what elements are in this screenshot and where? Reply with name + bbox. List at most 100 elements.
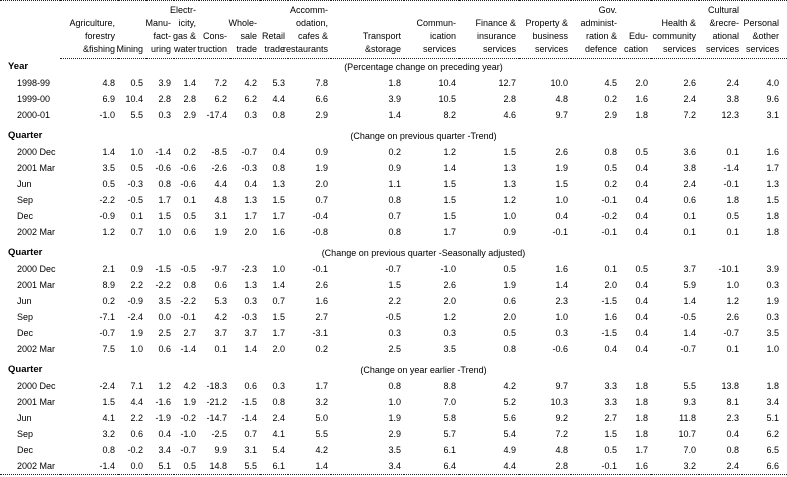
table-row: Dec -0.9 0.1 1.5 0.5 3.1 1.7 1.7 -0.4 0.7 1.5 1.0 0.… bbox=[0, 208, 787, 224]
column-header-line: services bbox=[705, 44, 739, 54]
section-label: Quarter bbox=[8, 364, 43, 375]
value-cell: 9.3 bbox=[683, 397, 696, 407]
column-header-line: trade bbox=[236, 44, 257, 54]
value-cell: 0.4 bbox=[635, 312, 648, 322]
column-header-line: Mining bbox=[116, 44, 143, 54]
value-cell: 3.9 bbox=[388, 94, 401, 104]
value-cell: 6.2 bbox=[244, 94, 257, 104]
value-cell: 1.3 bbox=[244, 195, 257, 205]
value-cell: 0.3 bbox=[158, 110, 171, 120]
value-cell: 0.8 bbox=[388, 195, 401, 205]
column-header-line: Cultural bbox=[707, 5, 739, 15]
value-cell: 0.9 bbox=[315, 147, 328, 157]
value-cell: 1.5 bbox=[766, 195, 779, 205]
value-cell: -0.6 bbox=[155, 163, 171, 173]
value-cell: -0.1 bbox=[552, 227, 568, 237]
value-cell: 2.7 bbox=[604, 413, 617, 423]
value-cell: -0.6 bbox=[180, 179, 196, 189]
value-cell: 4.0 bbox=[766, 78, 779, 88]
value-cell: 3.5 bbox=[158, 296, 171, 306]
value-cell: -0.3 bbox=[127, 179, 143, 189]
value-cell: 0.1 bbox=[214, 344, 227, 354]
value-cell: -7.1 bbox=[99, 312, 115, 322]
value-cell: 1.3 bbox=[766, 179, 779, 189]
value-cell: -0.6 bbox=[552, 344, 568, 354]
value-cell: 12.7 bbox=[498, 78, 516, 88]
value-cell: 2.9 bbox=[604, 110, 617, 120]
column-header-line: services bbox=[745, 44, 779, 54]
value-cell: 4.2 bbox=[244, 78, 257, 88]
value-cell: 2.0 bbox=[315, 179, 328, 189]
value-cell: 0.1 bbox=[183, 195, 196, 205]
value-cell: 0.5 bbox=[635, 147, 648, 157]
value-cell: 4.2 bbox=[503, 381, 516, 391]
value-cell: 4.8 bbox=[555, 445, 568, 455]
value-cell: 1.5 bbox=[604, 429, 617, 439]
value-cell: -0.5 bbox=[385, 312, 401, 322]
value-cell: 6.4 bbox=[443, 461, 456, 471]
value-cell: 1.0 bbox=[726, 280, 739, 290]
value-cell: -0.8 bbox=[312, 227, 328, 237]
value-cell: 9.2 bbox=[555, 413, 568, 423]
value-cell: 1.9 bbox=[766, 296, 779, 306]
value-cell: 0.0 bbox=[130, 461, 143, 471]
value-cell: -2.4 bbox=[127, 312, 143, 322]
column-header: Personal &other services bbox=[742, 0, 787, 59]
value-cell: 10.0 bbox=[550, 78, 568, 88]
value-cell: 5.7 bbox=[443, 429, 456, 439]
value-cell: 0.8 bbox=[272, 397, 285, 407]
value-cell: 6.6 bbox=[766, 461, 779, 471]
value-cell: -0.2 bbox=[601, 211, 617, 221]
value-cell: -21.2 bbox=[206, 397, 227, 407]
column-header-line: Health & bbox=[661, 18, 696, 28]
value-cell: 1.8 bbox=[635, 110, 648, 120]
row-label: 2002 Mar bbox=[17, 461, 56, 471]
value-cell: -1.9 bbox=[155, 413, 171, 423]
value-cell: 0.7 bbox=[244, 429, 257, 439]
value-cell: 0.1 bbox=[604, 264, 617, 274]
value-cell: -1.4 bbox=[155, 147, 171, 157]
value-cell: 7.2 bbox=[214, 78, 227, 88]
value-cell: 0.4 bbox=[635, 163, 648, 173]
stub-header bbox=[0, 1, 60, 59]
value-cell: 2.4 bbox=[683, 179, 696, 189]
value-cell: 0.8 bbox=[158, 179, 171, 189]
section-note: (Change on previous quarter -Seasonally … bbox=[321, 248, 526, 258]
value-cell: 3.7 bbox=[244, 328, 257, 338]
value-cell: 3.1 bbox=[244, 445, 257, 455]
value-cell: 0.1 bbox=[726, 344, 739, 354]
value-cell: 0.4 bbox=[635, 328, 648, 338]
column-header-row: Agriculture, forestry &fishing Mining Manu-f… bbox=[0, 0, 787, 59]
value-cell: 3.4 bbox=[388, 461, 401, 471]
value-cell: 1.4 bbox=[683, 328, 696, 338]
value-cell: 1.2 bbox=[726, 296, 739, 306]
value-cell: 1.0 bbox=[130, 147, 143, 157]
value-cell: 1.0 bbox=[158, 227, 171, 237]
value-cell: 0.1 bbox=[130, 211, 143, 221]
table-row: 1998-99 4.8 0.5 3.9 1.4 7.2 4.2 5.3 7.8 1.8 10.4 12… bbox=[0, 75, 787, 91]
column-header-line: &other bbox=[752, 31, 779, 41]
value-cell: 1.5 bbox=[272, 195, 285, 205]
value-cell: 0.8 bbox=[604, 147, 617, 157]
row-label: 1999-00 bbox=[17, 94, 51, 104]
value-cell: 0.3 bbox=[766, 280, 779, 290]
column-header-line: odation, bbox=[295, 18, 328, 28]
row-label: 2002 Mar bbox=[17, 227, 56, 237]
table-body: Year (Percentage change on preceding year… bbox=[0, 59, 787, 475]
value-cell: -0.5 bbox=[127, 195, 143, 205]
row-label: Sep bbox=[17, 312, 34, 322]
value-cell: 1.9 bbox=[214, 227, 227, 237]
value-cell: 7.2 bbox=[555, 429, 568, 439]
value-cell: 1.4 bbox=[244, 344, 257, 354]
column-header-line: Retail bbox=[261, 31, 285, 41]
column-header-line: Whole- bbox=[228, 18, 257, 28]
value-cell: 0.5 bbox=[130, 78, 143, 88]
column-header-line: Finance & bbox=[475, 18, 516, 28]
value-cell: 2.3 bbox=[726, 413, 739, 423]
value-cell: 0.9 bbox=[130, 264, 143, 274]
section-note: (Percentage change on preceding year) bbox=[344, 62, 503, 72]
section-label: Quarter bbox=[8, 130, 43, 141]
value-cell: 1.7 bbox=[158, 195, 171, 205]
value-cell: -0.1 bbox=[601, 227, 617, 237]
